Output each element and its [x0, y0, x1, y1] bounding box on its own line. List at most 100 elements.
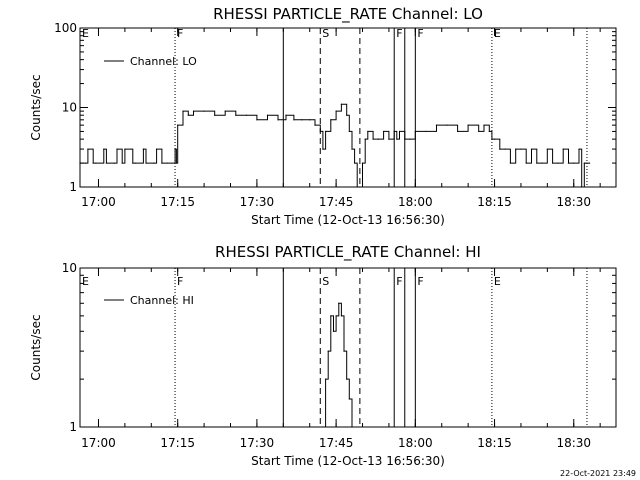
time-marker-label: F — [417, 27, 423, 40]
data-point — [330, 315, 332, 317]
data-point — [224, 110, 226, 112]
data-point — [155, 148, 158, 150]
data-point — [314, 124, 316, 126]
data-point — [541, 162, 543, 164]
data-point — [367, 130, 369, 133]
plot-frame — [79, 267, 617, 428]
x-axis-label: Start Time (12-Oct-13 16:56:30) — [251, 213, 445, 227]
data-point — [327, 350, 329, 352]
data-point — [351, 426, 353, 428]
data-point — [335, 315, 337, 317]
data-point — [446, 124, 448, 126]
data-point — [354, 162, 356, 164]
data-point — [309, 119, 311, 121]
x-tick-label: 18:30 — [556, 195, 591, 209]
data-point — [359, 186, 361, 188]
data-point — [346, 378, 348, 380]
data-point — [332, 330, 335, 332]
data-point — [525, 162, 527, 164]
x-tick-label: 17:00 — [81, 436, 116, 450]
data-point — [182, 110, 184, 112]
chart-title: RHESSI PARTICLE_RATE Channel: LO — [213, 5, 483, 24]
series-line — [80, 103, 590, 188]
y-tick-label: 1 — [69, 180, 77, 194]
data-point — [214, 114, 216, 116]
y-axis-label: Counts/sec — [29, 74, 43, 140]
data-point — [348, 130, 350, 133]
x-tick-label: 17:45 — [319, 436, 354, 450]
data-point — [177, 124, 179, 126]
x-tick-label: 17:15 — [160, 436, 195, 450]
data-point — [335, 110, 337, 112]
data-point — [396, 138, 398, 140]
timestamp-stamp: 22-Oct-2021 23:49 — [560, 469, 636, 478]
data-point — [340, 315, 342, 317]
data-point — [388, 138, 390, 140]
data-point — [499, 148, 501, 150]
data-point — [203, 110, 205, 112]
time-marker-label: E — [494, 27, 501, 40]
data-point — [84, 162, 86, 164]
data-point — [383, 130, 385, 133]
data-point — [588, 162, 591, 164]
x-tick-label: 17:30 — [240, 436, 275, 450]
data-point — [161, 162, 163, 164]
data-point — [361, 162, 364, 164]
data-point — [174, 148, 176, 150]
data-point — [256, 119, 258, 121]
data-point — [377, 138, 379, 140]
data-point — [578, 148, 580, 150]
data-point — [116, 148, 118, 150]
data-point — [343, 350, 345, 352]
data-point — [346, 114, 348, 116]
data-point — [491, 138, 493, 140]
x-tick-label: 17:15 — [160, 195, 195, 209]
data-point — [322, 148, 324, 150]
data-point — [573, 162, 575, 164]
data-point — [142, 148, 144, 150]
time-marker-label: S — [322, 275, 329, 288]
data-point — [351, 148, 353, 150]
data-point — [557, 162, 559, 164]
data-point — [166, 162, 168, 164]
x-axis-label: Start Time (12-Oct-13 16:56:30) — [251, 454, 445, 468]
data-point — [245, 114, 247, 116]
data-point — [330, 119, 332, 121]
data-point — [134, 162, 137, 164]
y-tick-label: 10 — [62, 101, 77, 115]
data-point — [393, 130, 395, 133]
y-tick-label: 100 — [54, 21, 77, 35]
chart-2: RHESSI PARTICLE_RATE Channel: HI 17:00 17:… — [29, 243, 617, 468]
data-point — [398, 130, 401, 133]
data-point — [324, 378, 327, 380]
data-point — [530, 148, 533, 150]
x-tick-label: 17:30 — [240, 195, 275, 209]
data-point — [364, 138, 366, 140]
x-tick-label: 18:15 — [477, 195, 512, 209]
time-marker-label: F — [177, 275, 183, 288]
data-point — [79, 162, 81, 164]
data-point — [515, 148, 517, 150]
data-point — [322, 426, 324, 428]
legend-label: Channel: LO — [130, 55, 197, 68]
data-point — [483, 124, 485, 126]
data-point — [192, 110, 195, 112]
data-point — [124, 148, 126, 150]
data-point — [105, 162, 108, 164]
data-point — [187, 114, 189, 116]
data-point — [293, 119, 295, 121]
data-point — [324, 130, 327, 133]
data-point — [552, 162, 554, 164]
chart-1: RHESSI PARTICLE_RATE Channel: LO 17:00 17:… — [29, 5, 617, 227]
x-tick-label: 18:30 — [556, 436, 591, 450]
data-point — [338, 302, 340, 304]
data-point — [435, 124, 438, 126]
data-point — [562, 148, 564, 150]
data-point — [372, 138, 374, 140]
data-point — [132, 162, 134, 164]
data-point — [583, 162, 585, 164]
data-point — [520, 148, 522, 150]
x-tick-label: 17:45 — [319, 195, 354, 209]
data-point — [414, 130, 416, 133]
data-point — [103, 148, 105, 150]
